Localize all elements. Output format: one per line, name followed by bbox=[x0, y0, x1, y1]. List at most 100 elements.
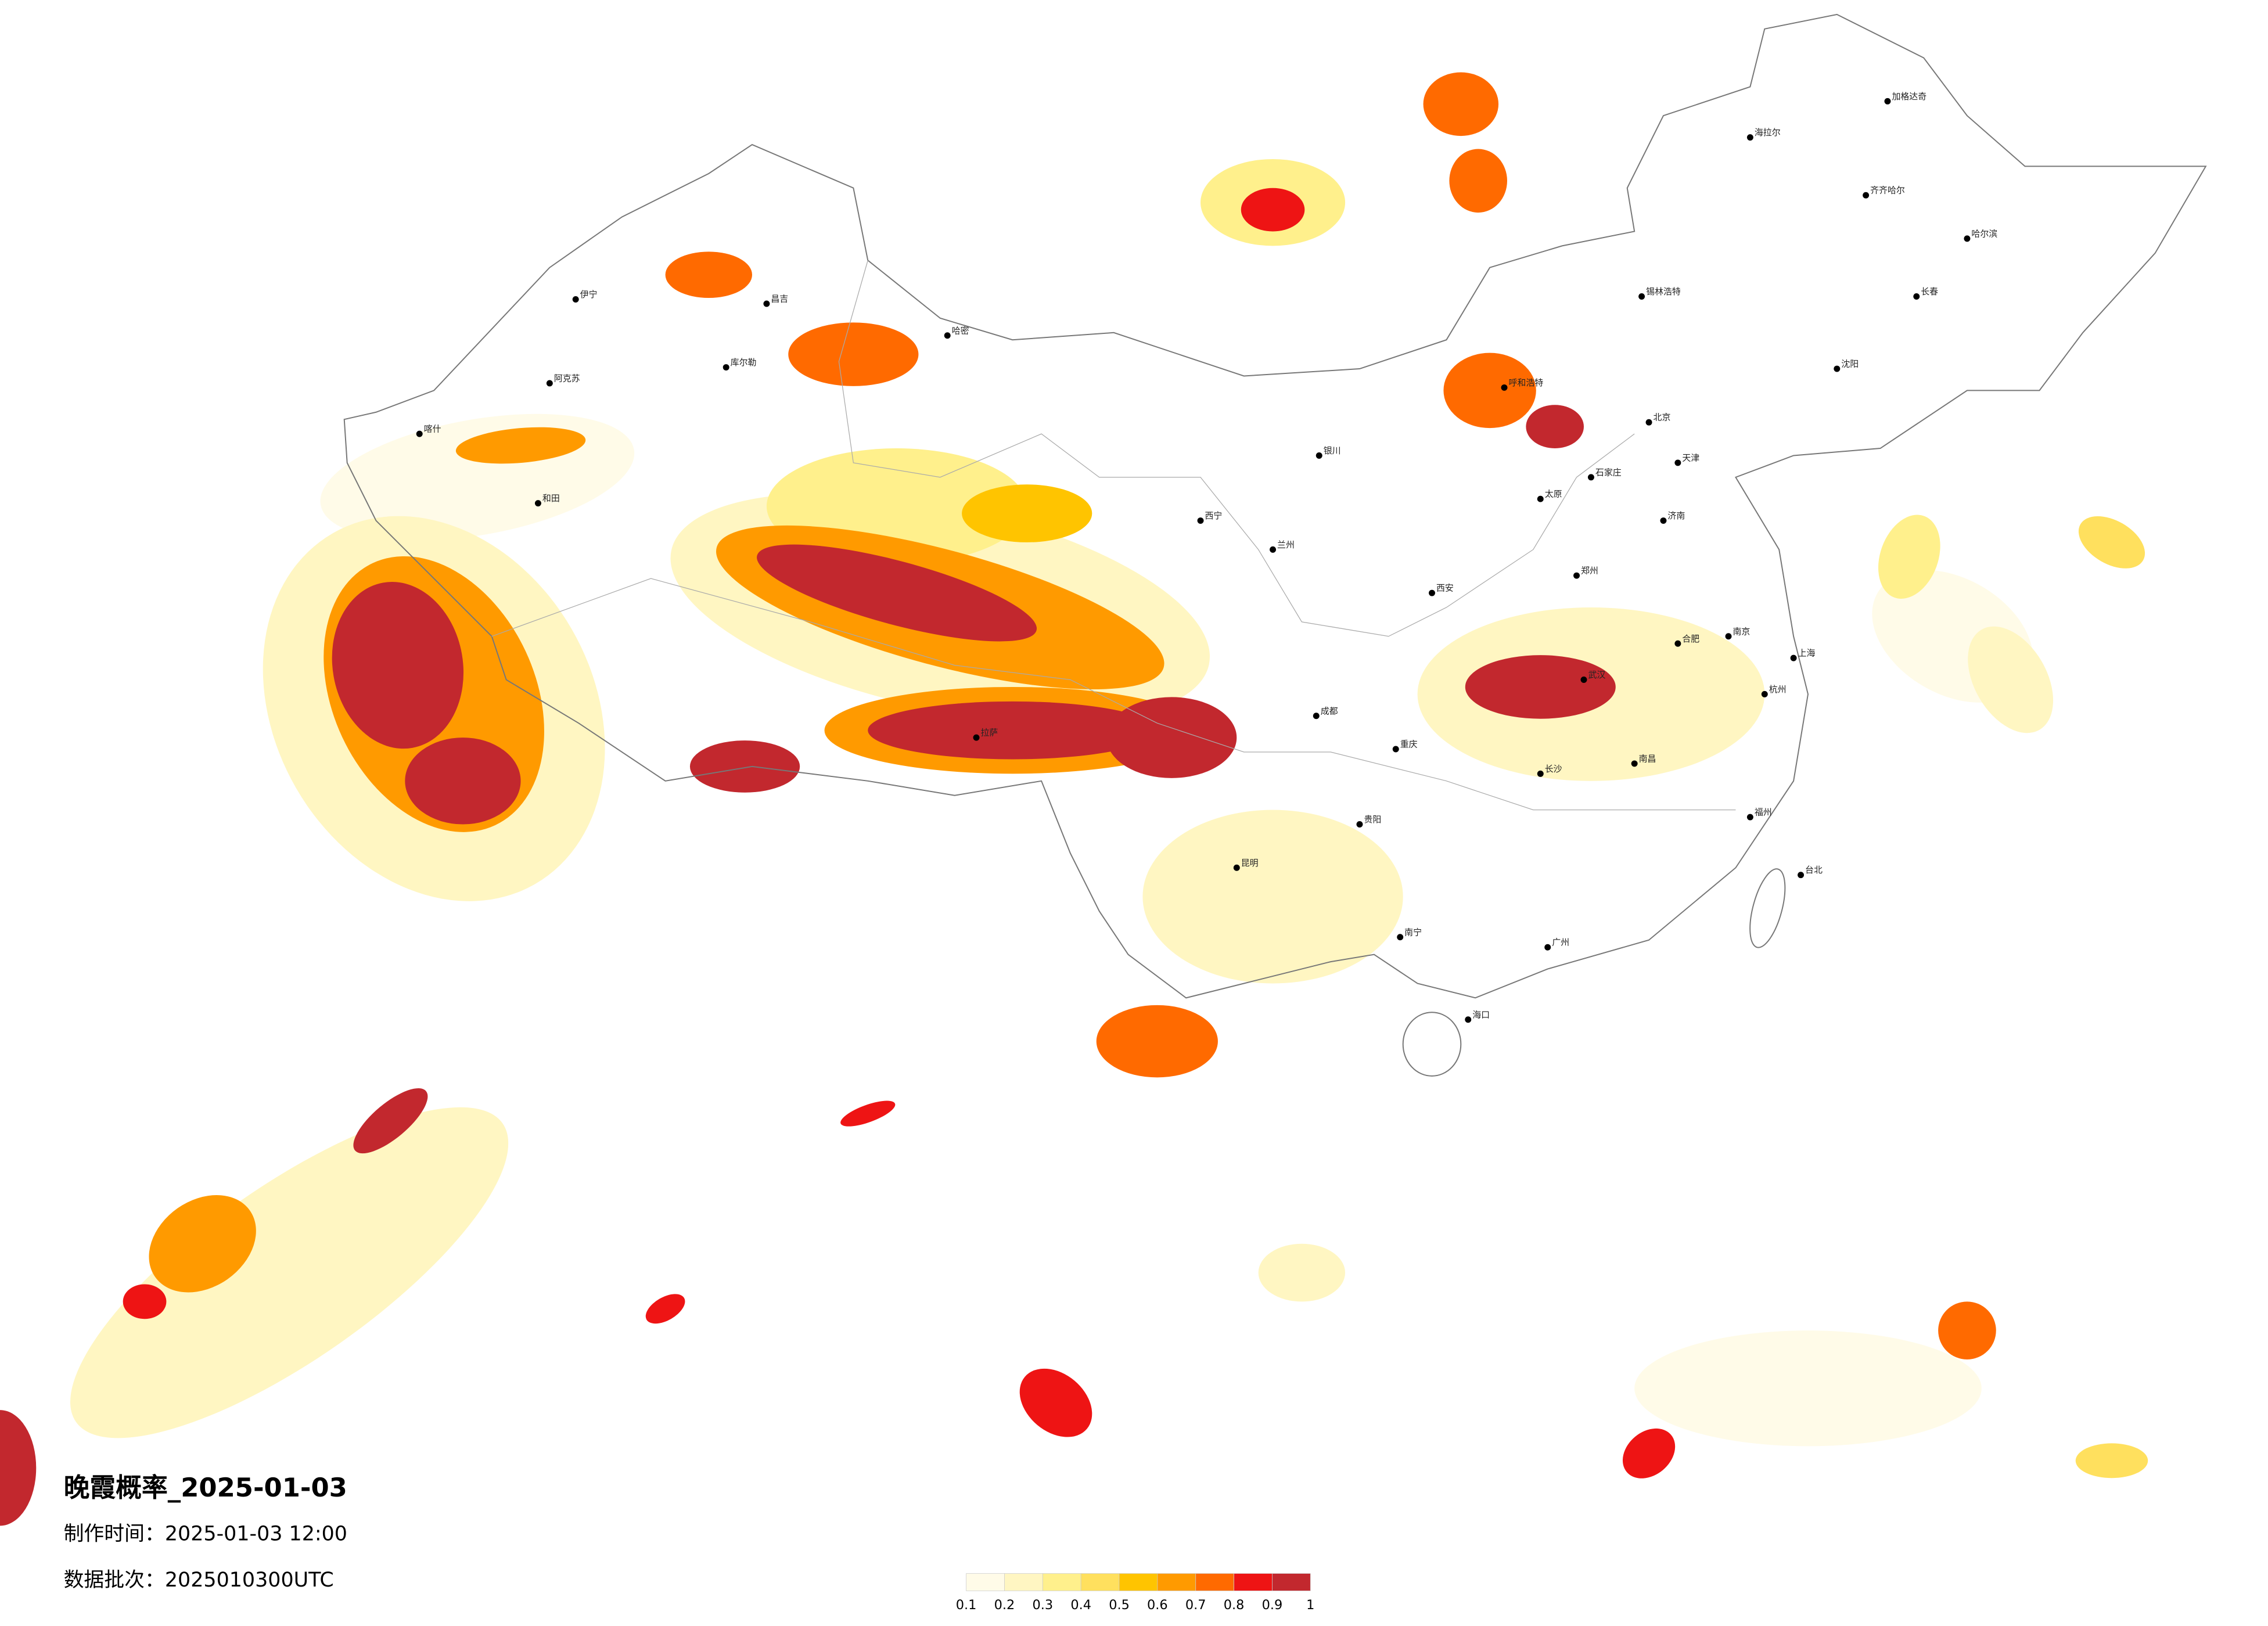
probability-patch bbox=[1423, 72, 1499, 136]
city-dot bbox=[1537, 770, 1544, 777]
city-dot bbox=[1233, 864, 1240, 871]
probability-patch bbox=[455, 427, 586, 464]
city-label: 南昌 bbox=[1639, 753, 1656, 764]
probability-patch bbox=[645, 1294, 685, 1324]
city-dot bbox=[1725, 633, 1732, 640]
probability-patch bbox=[689, 740, 800, 793]
city-dot bbox=[1197, 517, 1204, 524]
city-label: 成都 bbox=[1321, 706, 1338, 716]
city-label: 石家庄 bbox=[1595, 467, 1622, 477]
city-dot bbox=[723, 364, 729, 371]
city-dot bbox=[1587, 474, 1594, 481]
city-dot bbox=[1674, 640, 1681, 647]
colorbar-tick-label: 0.2 bbox=[994, 1598, 1015, 1613]
city-dot bbox=[1790, 654, 1797, 661]
city-label: 福州 bbox=[1755, 807, 1772, 818]
city-label: 银川 bbox=[1324, 445, 1341, 456]
city-label: 齐齐哈尔 bbox=[1870, 185, 1905, 196]
city-dot bbox=[1798, 872, 1805, 879]
probability-patch bbox=[868, 701, 1158, 760]
city-label: 昆明 bbox=[1241, 858, 1259, 868]
colorbar-tick-label: 1 bbox=[1306, 1598, 1314, 1613]
city-label: 天津 bbox=[1682, 452, 1699, 463]
city-dot bbox=[1573, 572, 1580, 579]
probability-patch bbox=[1019, 1368, 1092, 1437]
map-title: 晚霞概率_2025-01-03 bbox=[64, 1472, 347, 1503]
colorbar-tick-label: 0.6 bbox=[1147, 1598, 1168, 1613]
city-label: 伊宁 bbox=[580, 289, 598, 300]
city-label: 昌吉 bbox=[771, 294, 788, 304]
colorbar-swatch bbox=[1272, 1573, 1311, 1591]
city-label: 哈密 bbox=[952, 325, 969, 336]
city-label: 济南 bbox=[1667, 510, 1685, 521]
city-label: 杭州 bbox=[1769, 684, 1787, 695]
colorbar-tick-label: 0.3 bbox=[1032, 1598, 1053, 1613]
city-dot bbox=[546, 380, 553, 387]
colorbar-tick-label: 0.9 bbox=[1262, 1598, 1283, 1613]
city-label: 阿克苏 bbox=[554, 373, 580, 383]
city-dot bbox=[1313, 713, 1320, 720]
city-label: 拉萨 bbox=[980, 728, 998, 738]
colorbar-swatch bbox=[1004, 1573, 1043, 1591]
probability-patch bbox=[1106, 697, 1237, 778]
city-dot bbox=[1863, 192, 1870, 199]
city-dot bbox=[763, 300, 770, 307]
city-label: 哈尔滨 bbox=[1971, 228, 1997, 239]
colorbar-swatch bbox=[1042, 1573, 1081, 1591]
city-dot bbox=[1465, 1016, 1472, 1023]
probability-patch bbox=[2075, 1443, 2148, 1478]
probability-patch bbox=[70, 1107, 509, 1438]
probability-patch bbox=[1526, 405, 1584, 449]
colorbar-swatch bbox=[1080, 1573, 1120, 1591]
colorbar-swatch bbox=[1234, 1573, 1273, 1591]
probability-patch bbox=[405, 738, 521, 825]
city-dot bbox=[416, 430, 423, 437]
city-label: 北京 bbox=[1654, 412, 1671, 423]
city-dot bbox=[1834, 365, 1841, 372]
colorbar-tick-label: 0.8 bbox=[1224, 1598, 1245, 1613]
data-batch: 数据批次：2025010300UTC bbox=[64, 1569, 334, 1592]
city-dot bbox=[1397, 934, 1404, 941]
probability-patch bbox=[1241, 188, 1305, 232]
city-dot bbox=[1913, 293, 1920, 300]
city-label: 南宁 bbox=[1404, 927, 1422, 937]
city-label: 沈阳 bbox=[1841, 359, 1859, 369]
colorbar-tick-label: 0.7 bbox=[1185, 1598, 1206, 1613]
city-dot bbox=[1270, 546, 1277, 553]
city-label: 海拉尔 bbox=[1755, 127, 1781, 138]
probability-patch bbox=[1443, 352, 1536, 429]
city-label: 呼和浩特 bbox=[1508, 377, 1543, 388]
city-dot bbox=[1501, 384, 1508, 391]
colorbar-tick-label: 0.4 bbox=[1070, 1598, 1091, 1613]
made-time: 制作时间：2025-01-03 12:00 bbox=[64, 1522, 347, 1545]
city-dot bbox=[1746, 134, 1753, 141]
city-dot bbox=[944, 332, 951, 339]
probability-patch bbox=[123, 1284, 167, 1319]
colorbar-tick-label: 0.5 bbox=[1109, 1598, 1130, 1613]
probability-patch bbox=[962, 484, 1092, 542]
probability-patch bbox=[1258, 1243, 1346, 1302]
colorbar: 0.1 0.2 0.3 0.4 0.5 0.6 0.7 0.8 0.9 1 bbox=[956, 1573, 1314, 1613]
city-dot bbox=[1356, 821, 1363, 828]
city-label: 贵阳 bbox=[1364, 814, 1381, 825]
city-label: 上海 bbox=[1798, 648, 1816, 659]
city-label: 加格达奇 bbox=[1892, 91, 1926, 102]
city-dot bbox=[1429, 589, 1435, 596]
city-label: 太原 bbox=[1545, 489, 1562, 499]
city-label: 海口 bbox=[1472, 1009, 1490, 1020]
probability-patch bbox=[149, 1195, 256, 1293]
city-dot bbox=[1884, 98, 1891, 105]
city-dot bbox=[1315, 452, 1322, 459]
city-label: 台北 bbox=[1805, 865, 1823, 875]
probability-patch bbox=[840, 1100, 896, 1127]
city-label: 西宁 bbox=[1205, 510, 1223, 521]
city-dot bbox=[1964, 235, 1971, 242]
city-label: 和田 bbox=[542, 493, 560, 503]
city-dot bbox=[1537, 495, 1544, 502]
city-label: 郑州 bbox=[1581, 566, 1598, 576]
city-label: 库尔勒 bbox=[731, 357, 757, 368]
city-dot bbox=[973, 734, 980, 741]
